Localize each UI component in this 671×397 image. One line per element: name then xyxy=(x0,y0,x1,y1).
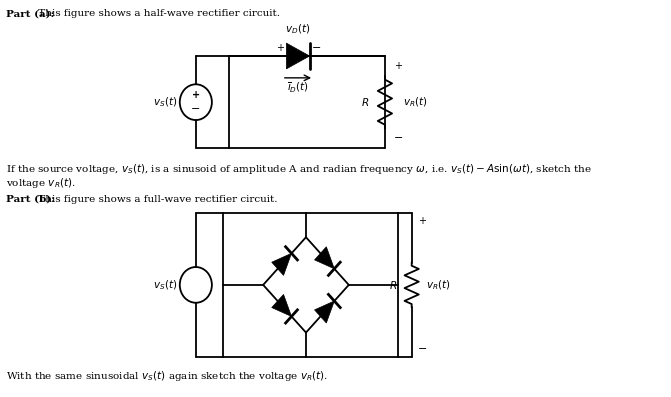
Text: −: − xyxy=(394,133,403,143)
Text: $v_R(t)$: $v_R(t)$ xyxy=(426,278,451,292)
Text: +: + xyxy=(276,43,284,53)
Text: −: − xyxy=(417,344,427,354)
Text: $v_D(t)$: $v_D(t)$ xyxy=(285,23,311,36)
Text: $v_S(t)$: $v_S(t)$ xyxy=(153,278,177,292)
Text: +: + xyxy=(192,90,200,100)
Text: +: + xyxy=(419,216,426,226)
Text: +: + xyxy=(395,61,403,71)
Text: −: − xyxy=(312,43,321,53)
Text: $R$: $R$ xyxy=(389,279,397,291)
Text: With the same sinusoidal $v_S(t)$ again sketch the voltage $v_R(t)$.: With the same sinusoidal $v_S(t)$ again … xyxy=(6,369,328,383)
Text: This figure shows a full-wave rectifier circuit.: This figure shows a full-wave rectifier … xyxy=(36,195,278,204)
Polygon shape xyxy=(315,301,334,323)
Text: $\overline{\imath}_D(t)$: $\overline{\imath}_D(t)$ xyxy=(287,81,309,95)
Text: voltage $v_R(t)$.: voltage $v_R(t)$. xyxy=(6,176,76,190)
Text: −: − xyxy=(191,104,201,114)
Polygon shape xyxy=(272,295,291,316)
Text: If the source voltage, $v_S(t)$, is a sinusoid of amplitude A and radian frequen: If the source voltage, $v_S(t)$, is a si… xyxy=(6,162,592,176)
Text: $v_S(t)$: $v_S(t)$ xyxy=(153,95,177,109)
Text: $v_R(t)$: $v_R(t)$ xyxy=(403,95,427,109)
Polygon shape xyxy=(272,253,291,276)
Text: This figure shows a half-wave rectifier circuit.: This figure shows a half-wave rectifier … xyxy=(36,10,280,18)
Polygon shape xyxy=(315,247,334,269)
Text: Part (b):: Part (b): xyxy=(6,195,55,204)
Text: $R$: $R$ xyxy=(360,96,369,108)
Text: Part (a):: Part (a): xyxy=(6,10,54,18)
Polygon shape xyxy=(287,43,309,69)
